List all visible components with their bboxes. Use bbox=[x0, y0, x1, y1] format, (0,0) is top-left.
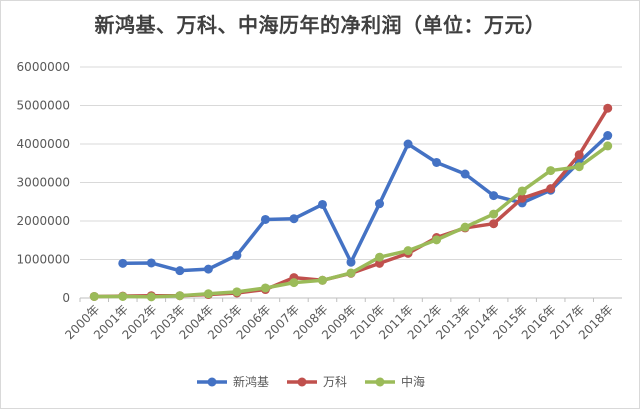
data-point bbox=[203, 289, 213, 299]
data-point bbox=[574, 162, 584, 172]
data-point bbox=[603, 141, 613, 151]
y-tick-label: 2000000 bbox=[17, 214, 70, 228]
data-point bbox=[546, 184, 556, 194]
y-axis-ticks: 0 1000000 2000000 3000000 4000000 5000000 6000… bbox=[17, 60, 70, 305]
data-point bbox=[517, 193, 527, 203]
data-point bbox=[89, 291, 99, 301]
data-point bbox=[203, 264, 213, 274]
data-point bbox=[146, 258, 156, 268]
data-point bbox=[317, 275, 327, 285]
data-point bbox=[118, 291, 128, 301]
series-lines bbox=[89, 103, 613, 302]
data-point bbox=[118, 258, 128, 268]
y-tick-label: 5000000 bbox=[17, 99, 70, 113]
data-point bbox=[146, 292, 156, 302]
data-point bbox=[289, 214, 299, 224]
data-point bbox=[432, 157, 442, 167]
data-point bbox=[546, 166, 556, 176]
y-tick-label: 1000000 bbox=[17, 253, 70, 267]
data-point bbox=[489, 209, 499, 219]
data-point bbox=[432, 235, 442, 245]
data-point bbox=[175, 266, 185, 276]
legend-label: 万科 bbox=[323, 375, 347, 389]
legend: 新鸿基 万科 中海 bbox=[197, 374, 425, 389]
data-point bbox=[489, 191, 499, 201]
legend-swatch-marker bbox=[375, 377, 385, 387]
legend-item: 万科 bbox=[287, 375, 347, 389]
series-line bbox=[121, 133, 610, 273]
series-2 bbox=[89, 141, 613, 302]
data-point bbox=[232, 287, 242, 297]
chart-title: 新鸿基、万科、中海历年的净利润（单位：万元） bbox=[94, 13, 546, 37]
data-point bbox=[375, 199, 385, 209]
y-tick-label: 0 bbox=[62, 291, 70, 305]
series-0 bbox=[118, 131, 613, 276]
data-point bbox=[232, 250, 242, 260]
y-tick-label: 3000000 bbox=[17, 176, 70, 190]
data-point bbox=[460, 222, 470, 232]
y-tick-label: 4000000 bbox=[17, 137, 70, 151]
data-point bbox=[375, 258, 385, 268]
data-point bbox=[346, 268, 356, 278]
data-point bbox=[346, 257, 356, 267]
x-axis-ticks: 2000年2001年2002年2003年2004年2005年2006年2007年… bbox=[62, 298, 616, 342]
data-point bbox=[574, 150, 584, 160]
legend-swatch-marker bbox=[297, 377, 307, 387]
legend-label: 新鸿基 bbox=[233, 374, 269, 389]
data-point bbox=[289, 278, 299, 288]
legend-swatch-marker bbox=[207, 377, 217, 387]
data-point bbox=[260, 214, 270, 224]
legend-label: 中海 bbox=[401, 374, 425, 389]
y-tick-label: 6000000 bbox=[17, 60, 70, 74]
data-point bbox=[403, 139, 413, 149]
data-point bbox=[603, 103, 613, 113]
data-point bbox=[517, 186, 527, 196]
legend-item: 新鸿基 bbox=[197, 374, 269, 389]
data-point bbox=[375, 252, 385, 262]
data-point bbox=[489, 219, 499, 229]
data-point bbox=[603, 131, 613, 141]
data-point bbox=[317, 199, 327, 209]
data-point bbox=[260, 283, 270, 293]
data-point bbox=[403, 246, 413, 256]
data-point bbox=[175, 291, 185, 301]
legend-item: 中海 bbox=[365, 374, 425, 389]
data-point bbox=[460, 169, 470, 179]
